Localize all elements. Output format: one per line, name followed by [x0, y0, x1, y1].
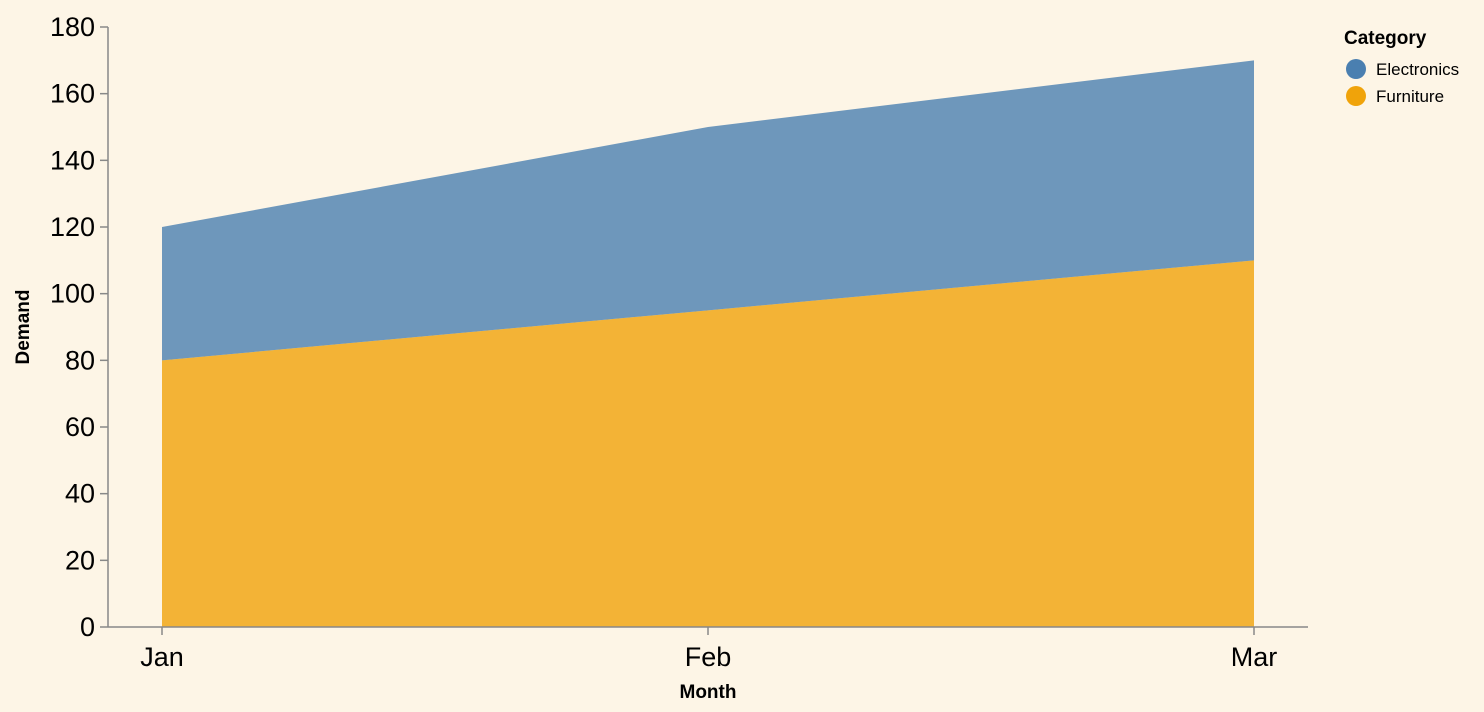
- legend-swatch: [1346, 86, 1366, 106]
- area-furniture: [162, 260, 1254, 627]
- y-tick-label: 80: [65, 345, 95, 375]
- y-tick-label: 20: [65, 545, 95, 575]
- x-tick-label: Feb: [685, 642, 732, 672]
- legend-item-label: Furniture: [1376, 87, 1444, 106]
- y-tick-label: 120: [50, 212, 95, 242]
- legend-swatch: [1346, 59, 1366, 79]
- legend-title: Category: [1344, 28, 1427, 49]
- y-tick-label: 180: [50, 12, 95, 42]
- y-tick-label: 40: [65, 479, 95, 509]
- legend: Category Electronics Furniture: [1344, 28, 1459, 106]
- y-tick-label: 60: [65, 412, 95, 442]
- y-axis-title: Demand: [13, 290, 34, 365]
- legend-items: Electronics Furniture: [1346, 59, 1459, 106]
- x-axis-title: Month: [680, 682, 737, 703]
- y-tick-label: 0: [80, 612, 95, 642]
- area-electronics: [162, 60, 1254, 361]
- x-tick-label: Mar: [1231, 642, 1278, 672]
- y-tick-label: 140: [50, 145, 95, 175]
- y-tick-label: 100: [50, 279, 95, 309]
- y-tick-label: 160: [50, 79, 95, 109]
- chart-areas: [162, 60, 1254, 627]
- x-tick-label: Jan: [140, 642, 184, 672]
- chart-axes: 0 20 40 60 80 100 120 140 160 180 Jan Feb Mar: [50, 12, 1308, 672]
- legend-item-label: Electronics: [1376, 60, 1459, 79]
